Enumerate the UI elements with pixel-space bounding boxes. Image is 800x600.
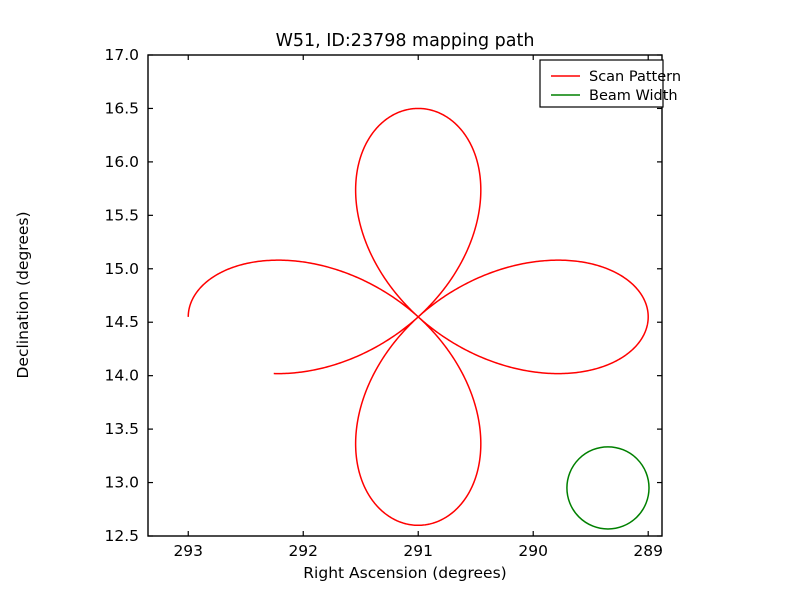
y-tick-label: 12.5	[104, 527, 139, 545]
y-tick-label: 14.0	[104, 367, 139, 385]
x-tick-label: 290	[518, 542, 548, 560]
legend-box	[539, 59, 664, 108]
data-layer	[187, 107, 650, 530]
y-tick-label: 15.0	[104, 260, 139, 278]
x-tick-label: 289	[633, 542, 663, 560]
legend-label-scan-pattern: Scan Pattern	[589, 69, 681, 85]
y-tick-label: 16.5	[104, 99, 139, 117]
beam-width-circle	[566, 446, 650, 530]
y-tick-label: 13.0	[104, 474, 139, 492]
y-tick-label: 16.0	[104, 153, 139, 171]
x-tick-label: 291	[403, 542, 433, 560]
scan-pattern-curve	[187, 107, 649, 527]
x-tick-label: 292	[288, 542, 318, 560]
plot-area-background	[148, 55, 662, 536]
x-tick-label: 293	[173, 542, 203, 560]
axis-tick-labels: 293 292 291 290 289 12.5 13.0 13.5 14.0 14.5 15.0 1…	[104, 46, 663, 560]
y-tick-label: 17.0	[104, 46, 139, 64]
y-tick-label: 13.5	[104, 420, 139, 438]
axes-spines	[147, 54, 663, 537]
legend-label-beam-width: Beam Width	[589, 88, 678, 104]
axis-ticks	[148, 54, 662, 537]
legend: Scan Pattern Beam Width	[539, 59, 681, 108]
x-axis-label: Right Ascension (degrees)	[303, 564, 506, 582]
y-axis-label: Declination (degrees)	[14, 211, 32, 378]
chart-title: W51, ID:23798 mapping path	[276, 31, 535, 51]
y-tick-label: 14.5	[104, 313, 139, 331]
y-tick-label: 15.5	[104, 206, 139, 224]
